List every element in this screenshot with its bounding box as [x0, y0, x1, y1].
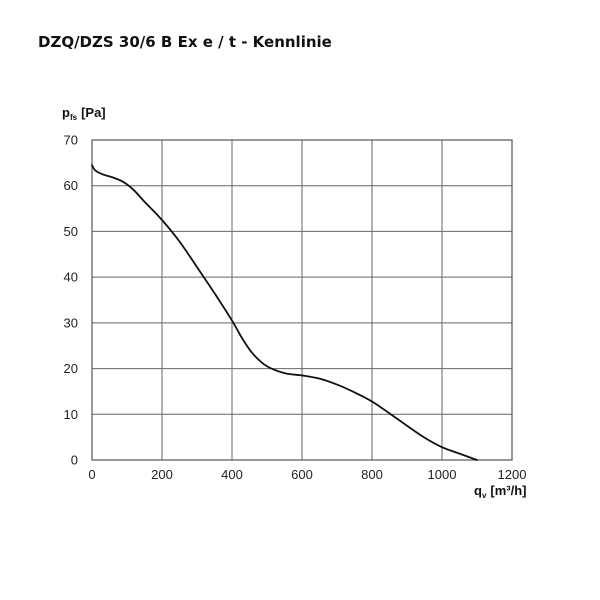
plot-frame	[91, 139, 513, 461]
y-axis-label-sub: fs	[70, 113, 78, 122]
chart-title: DZQ/DZS 30/6 B Ex e / t - Kennlinie	[38, 33, 332, 51]
y-tick-label: 50	[64, 224, 78, 239]
grid	[91, 139, 513, 461]
y-axis-label-main: p	[62, 105, 70, 120]
y-tick-label: 30	[64, 315, 78, 330]
x-tick-label: 400	[221, 467, 243, 482]
x-tick-label: 200	[151, 467, 173, 482]
series-line	[91, 164, 478, 461]
x-axis-label-main: q	[474, 483, 482, 498]
y-tick-label: 70	[64, 133, 78, 148]
y-axis-label-unit: [Pa]	[81, 105, 106, 120]
y-tick-labels: 0 10 20 30 40 50 60 70	[64, 133, 78, 468]
x-tick-label: 1200	[498, 467, 527, 482]
x-tick-label: 0	[88, 467, 95, 482]
y-tick-label: 60	[64, 178, 78, 193]
y-tick-label: 40	[64, 270, 78, 285]
x-tick-label: 800	[361, 467, 383, 482]
x-tick-label: 1000	[428, 467, 457, 482]
y-tick-label: 10	[64, 407, 78, 422]
x-axis-label-sub: v	[482, 491, 487, 500]
x-tick-labels: 0 200 400 600 800 1000 1200	[88, 467, 526, 482]
x-axis-label: qv [m³/h]	[474, 483, 527, 500]
y-tick-label: 0	[71, 453, 78, 468]
x-tick-label: 600	[291, 467, 313, 482]
y-tick-label: 20	[64, 361, 78, 376]
y-axis-label: pfs [Pa]	[62, 105, 106, 122]
x-axis-label-unit: [m³/h]	[490, 483, 526, 498]
